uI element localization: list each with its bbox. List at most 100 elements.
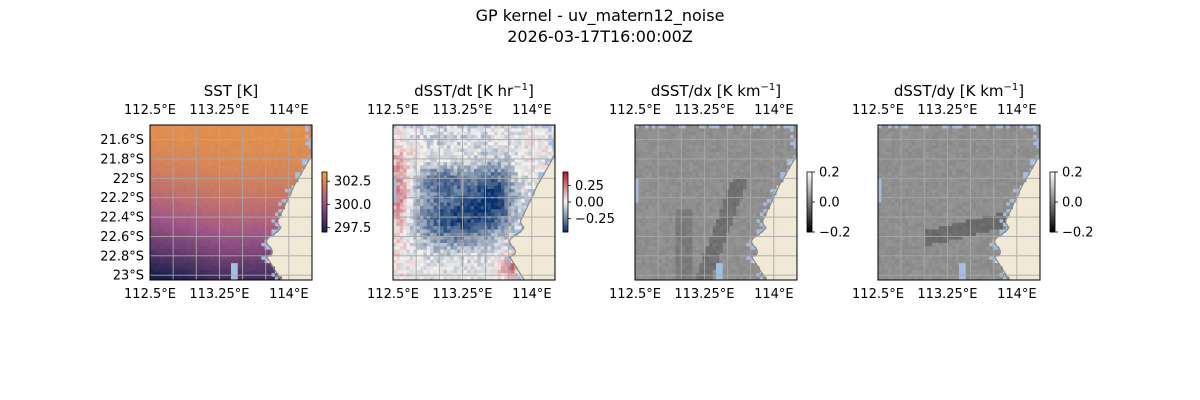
heatmap-cell	[430, 189, 435, 193]
heatmap-cell	[494, 168, 499, 173]
heatmap-cell	[517, 263, 522, 268]
heatmap-cell	[413, 222, 418, 227]
heatmap-cell	[241, 253, 246, 257]
heatmap-cell	[501, 259, 505, 264]
heatmap-cell	[227, 232, 232, 237]
heatmap-cell	[534, 145, 539, 150]
heatmap-cell	[200, 259, 205, 264]
heatmap-cell	[288, 249, 293, 254]
heatmap-cell	[305, 222, 310, 227]
heatmap-cell	[423, 229, 428, 234]
heatmap-cell	[204, 168, 208, 173]
heatmap-cell	[224, 209, 229, 214]
heatmap-cell	[739, 148, 744, 153]
heatmap-cell	[511, 185, 516, 190]
heatmap-cell	[207, 158, 212, 163]
heatmap-cell	[207, 232, 212, 237]
heatmap-cell	[544, 168, 549, 173]
heatmap-cell	[183, 266, 188, 271]
heatmap-cell	[264, 276, 269, 281]
heatmap-cell	[551, 125, 556, 129]
heatmap-cell	[399, 202, 404, 207]
heatmap-cell	[423, 226, 428, 230]
colorbar-swatch	[322, 194, 327, 197]
heatmap-cell	[440, 199, 445, 203]
heatmap-cell	[183, 246, 188, 251]
heatmap-cell	[278, 256, 283, 261]
heatmap-cell	[487, 205, 492, 210]
heatmap-cell	[308, 256, 313, 261]
heatmap-cell	[200, 229, 205, 234]
heatmap-cell	[423, 246, 428, 251]
heatmap-cell	[484, 125, 489, 129]
heatmap-cell	[291, 158, 296, 163]
heatmap-cell	[528, 192, 532, 197]
heatmap-cell	[301, 212, 306, 217]
heatmap-cell	[204, 202, 208, 207]
heatmap-cell	[453, 266, 458, 271]
heatmap-cell	[494, 269, 499, 274]
heatmap-cell	[443, 172, 448, 177]
heatmap-cell	[463, 212, 468, 217]
heatmap-cell	[753, 131, 758, 136]
heatmap-cell	[308, 199, 313, 203]
heatmap-cell	[457, 175, 462, 180]
heatmap-cell	[166, 269, 171, 274]
heatmap-cell	[200, 232, 205, 237]
heatmap-cell	[396, 182, 401, 187]
heatmap-cell	[551, 192, 556, 197]
heatmap-cell	[413, 141, 418, 146]
heatmap-cell	[511, 145, 516, 150]
heatmap-cell	[258, 236, 262, 241]
heatmap-cell	[399, 199, 404, 203]
heatmap-cell	[420, 236, 424, 241]
heatmap-cell	[227, 212, 232, 217]
heatmap-cell	[494, 205, 499, 210]
heatmap-cell	[474, 246, 478, 251]
heatmap-cell	[204, 226, 208, 230]
heatmap-cell	[291, 145, 296, 150]
heatmap-cell	[291, 178, 296, 183]
heatmap-cell	[150, 178, 154, 183]
heatmap-cell	[271, 151, 276, 156]
heatmap-cell	[160, 141, 165, 146]
heatmap-cell	[207, 189, 212, 193]
heatmap-cell	[301, 189, 306, 193]
heatmap-cell	[729, 125, 734, 129]
heatmap-cell	[504, 199, 509, 203]
heatmap-cell	[214, 145, 219, 150]
heatmap-cell	[160, 131, 165, 136]
heatmap-cell	[214, 236, 219, 241]
heatmap-cell	[497, 222, 502, 227]
heatmap-cell	[420, 259, 424, 264]
heatmap-cell	[470, 239, 475, 244]
heatmap-cell	[501, 151, 505, 156]
heatmap-cell	[285, 175, 289, 180]
heatmap-cell	[517, 155, 522, 160]
heatmap-cell	[433, 276, 438, 281]
heatmap-cell	[166, 182, 171, 187]
heatmap-cell	[156, 209, 161, 214]
heatmap-cell	[467, 165, 472, 170]
heatmap-cell	[150, 182, 154, 187]
heatmap-cell	[274, 263, 279, 268]
heatmap-cell	[183, 182, 188, 187]
heatmap-cell	[423, 239, 428, 244]
heatmap-cell	[281, 219, 286, 224]
heatmap-cell	[231, 202, 235, 207]
heatmap-cell	[426, 138, 431, 143]
heatmap-cell	[457, 202, 462, 207]
heatmap-cell	[237, 205, 242, 210]
heatmap-cell	[420, 232, 424, 237]
heatmap-cell	[487, 135, 492, 139]
heatmap-cell	[166, 256, 171, 261]
heatmap-cell	[430, 178, 435, 183]
heatmap-cell	[308, 189, 313, 193]
heatmap-cell	[207, 178, 212, 183]
heatmap-cell	[423, 185, 428, 190]
heatmap-cell	[467, 259, 472, 264]
heatmap-cell	[443, 178, 448, 183]
heatmap-cell	[180, 259, 185, 264]
heatmap-cell	[494, 189, 499, 193]
heatmap-cell	[480, 256, 485, 261]
